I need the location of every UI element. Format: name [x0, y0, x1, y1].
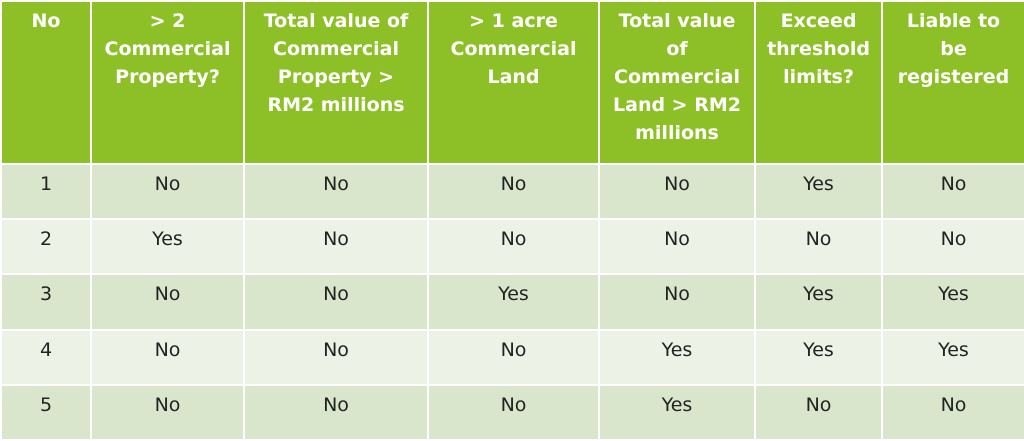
table-row: 3 No No Yes No Yes Yes — [0, 273, 1024, 331]
cell-commercial-land: No — [427, 218, 600, 276]
header-row: No > 2 Commercial Property? Total value … — [0, 0, 1024, 165]
header-commercial-property: > 2 Commercial Property? — [90, 0, 245, 165]
cell-commercial-property: No — [90, 328, 245, 386]
cell-exceed-threshold: Yes — [754, 328, 883, 386]
cell-liable-registered: Yes — [881, 273, 1024, 331]
cell-commercial-land: No — [427, 328, 600, 386]
cell-no: 5 — [0, 383, 92, 441]
header-property-value: Total value of Commercial Property > RM2… — [243, 0, 429, 165]
table-row: 5 No No No Yes No No — [0, 383, 1024, 441]
cell-commercial-land: No — [427, 383, 600, 441]
cell-property-value: No — [243, 218, 429, 276]
cell-commercial-property: Yes — [90, 218, 245, 276]
table-row: 2 Yes No No No No No — [0, 218, 1024, 276]
cell-exceed-threshold: Yes — [754, 162, 883, 221]
cell-liable-registered: Yes — [881, 328, 1024, 386]
cell-land-value: Yes — [598, 383, 756, 441]
cell-commercial-land: No — [427, 162, 600, 221]
cell-land-value: No — [598, 273, 756, 331]
cell-no: 4 — [0, 328, 92, 386]
cell-no: 3 — [0, 273, 92, 331]
cell-property-value: No — [243, 328, 429, 386]
cell-property-value: No — [243, 162, 429, 221]
cell-commercial-property: No — [90, 383, 245, 441]
table-row: 1 No No No No Yes No — [0, 162, 1024, 221]
header-land-value: Total value of Commercial Land > RM2 mil… — [598, 0, 756, 165]
cell-property-value: No — [243, 383, 429, 441]
cell-exceed-threshold: No — [754, 218, 883, 276]
cell-commercial-property: No — [90, 162, 245, 221]
cell-property-value: No — [243, 273, 429, 331]
cell-exceed-threshold: No — [754, 383, 883, 441]
cell-no: 1 — [0, 162, 92, 221]
header-no: No — [0, 0, 92, 165]
table-row: 4 No No No Yes Yes Yes — [0, 328, 1024, 386]
cell-land-value: No — [598, 162, 756, 221]
header-liable-registered: Liable to be registered — [881, 0, 1024, 165]
cell-land-value: Yes — [598, 328, 756, 386]
header-commercial-land: > 1 acre Commercial Land — [427, 0, 600, 165]
cell-commercial-land: Yes — [427, 273, 600, 331]
header-exceed-threshold: Exceed threshold limits? — [754, 0, 883, 165]
cell-liable-registered: No — [881, 218, 1024, 276]
cell-liable-registered: No — [881, 383, 1024, 441]
cell-liable-registered: No — [881, 162, 1024, 221]
cell-no: 2 — [0, 218, 92, 276]
cell-exceed-threshold: Yes — [754, 273, 883, 331]
cell-land-value: No — [598, 218, 756, 276]
cell-commercial-property: No — [90, 273, 245, 331]
